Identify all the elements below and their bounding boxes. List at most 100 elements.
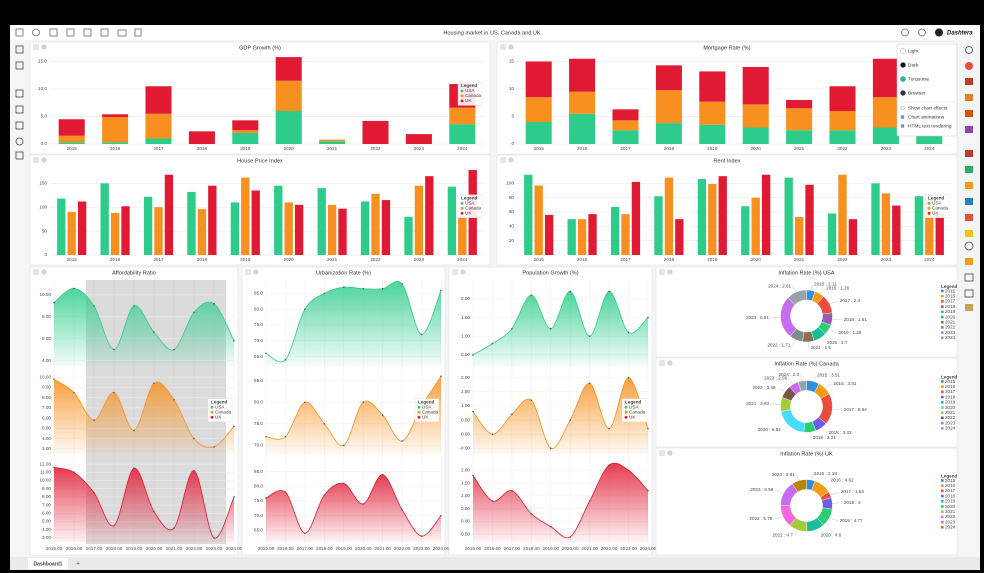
sidebar-icon[interactable] <box>15 137 24 146</box>
panel-title: Urbanization Rate (%) <box>316 270 371 276</box>
menu-item[interactable]: Dark <box>908 62 919 68</box>
chart-type-icon[interactable] <box>965 214 973 221</box>
data-point <box>530 294 533 296</box>
bar-segment <box>699 124 726 144</box>
sidebar-icon[interactable] <box>15 105 24 114</box>
y-tick-label: 1.50 <box>461 315 470 320</box>
chart-type-icon[interactable] <box>965 198 973 205</box>
legend-swatch <box>460 89 464 93</box>
bar-segment <box>449 107 476 125</box>
legend-swatch <box>460 211 464 215</box>
camera-icon[interactable] <box>117 29 127 37</box>
data-point <box>53 301 55 304</box>
bar <box>121 206 130 255</box>
data-point <box>549 327 552 330</box>
legend-label: 2017 <box>945 488 956 493</box>
label-separator: : <box>836 286 840 291</box>
menu-item[interactable]: HTML text rendering <box>908 123 952 129</box>
y-tick-label: 80.0 <box>254 399 263 404</box>
chart-type-icon[interactable] <box>965 110 973 117</box>
sidebar-icon[interactable] <box>15 61 24 70</box>
theme-icon[interactable] <box>901 28 909 37</box>
sidebar-icon[interactable] <box>15 121 24 130</box>
legend-swatch <box>941 406 944 409</box>
label-leader <box>819 288 825 294</box>
text-icon[interactable] <box>964 273 974 282</box>
tab[interactable] <box>28 558 68 569</box>
data-point <box>401 508 403 511</box>
home-icon[interactable] <box>15 28 24 37</box>
y-tick-label: 3.00 <box>42 446 51 451</box>
note-icon[interactable] <box>964 289 974 298</box>
bar <box>784 177 793 255</box>
chart-type-icon[interactable] <box>965 126 973 133</box>
fullscreen-icon[interactable] <box>100 28 109 37</box>
legend-label: 2015 <box>945 478 956 483</box>
legend-swatch <box>941 500 944 503</box>
label-category: 2017 <box>844 407 855 412</box>
label-value: 4.6 <box>835 533 842 538</box>
chart-type-icon[interactable] <box>964 241 974 251</box>
bar-segment <box>786 100 813 109</box>
label-separator: : <box>827 373 831 378</box>
save-icon[interactable] <box>49 28 58 37</box>
data-point <box>153 510 155 513</box>
chart-type-icon[interactable] <box>965 258 973 265</box>
chart-type-icon[interactable] <box>965 150 973 157</box>
sidebar-icon[interactable] <box>15 45 24 54</box>
chart-type-icon[interactable] <box>965 166 973 173</box>
label-value: 5.51 <box>760 315 769 320</box>
label-leader <box>800 374 803 381</box>
sidebar-icon[interactable] <box>15 89 24 98</box>
sidebar-icon[interactable] <box>15 151 24 160</box>
menu-item[interactable]: Turquoise <box>908 76 929 82</box>
tab-label[interactable]: Dashboard1 <box>34 561 63 567</box>
bar <box>77 201 87 255</box>
legend-label: 2024 <box>945 525 956 530</box>
legend-label: 2020 <box>945 314 956 319</box>
menu-item[interactable]: Browser <box>908 90 926 96</box>
search-icon[interactable] <box>965 46 973 54</box>
label-category: 2017 <box>841 489 852 494</box>
data-point <box>265 497 267 499</box>
label-separator: : <box>824 282 828 287</box>
bar <box>57 198 66 255</box>
label-value: 1.29 <box>853 330 862 335</box>
bar <box>935 214 944 255</box>
gauge-icon[interactable] <box>32 28 40 37</box>
folder-icon[interactable] <box>83 28 92 37</box>
bar <box>274 185 283 255</box>
data-point <box>213 302 215 305</box>
pdf-icon[interactable] <box>134 28 142 37</box>
dashboard-title: Housing market in US, Canada and UK <box>443 30 541 36</box>
user-icon[interactable] <box>918 28 926 37</box>
x-tick-label: 2016 <box>110 146 121 151</box>
chart-type-icon[interactable] <box>965 230 973 237</box>
x-tick-label: 2022 <box>837 146 848 151</box>
image-icon[interactable] <box>965 304 973 311</box>
menu-item[interactable]: Light <box>908 48 919 54</box>
label-leader <box>776 387 786 392</box>
y-tick-label: 70.0 <box>254 338 263 343</box>
chart-type-icon[interactable] <box>965 94 973 101</box>
add-tab[interactable]: + <box>76 562 80 568</box>
menu-item[interactable]: Chart animations <box>908 114 945 120</box>
area-fill <box>54 379 234 454</box>
area-fill <box>266 474 441 542</box>
panel-title: Inflation Rate (%) UK <box>780 451 833 457</box>
legend-swatch <box>941 515 944 519</box>
x-tick-label: 2024.00 <box>226 546 243 551</box>
menu-item[interactable]: Show chart effects <box>908 105 948 111</box>
legend-swatch <box>941 401 944 404</box>
legend-label: 2023 <box>945 420 956 425</box>
chart-type-icon[interactable] <box>965 182 973 189</box>
chart-type-icon[interactable] <box>965 78 973 85</box>
copy-icon[interactable] <box>66 28 75 37</box>
y-tick-label: 0.0 <box>41 141 48 146</box>
chart-type-icon[interactable] <box>965 62 973 70</box>
label-leader <box>829 517 839 522</box>
legend-title: Legend <box>461 196 478 201</box>
x-tick-label: 2022 <box>837 257 848 262</box>
label-separator: : <box>849 330 853 335</box>
label-category: 2015 <box>817 373 828 378</box>
